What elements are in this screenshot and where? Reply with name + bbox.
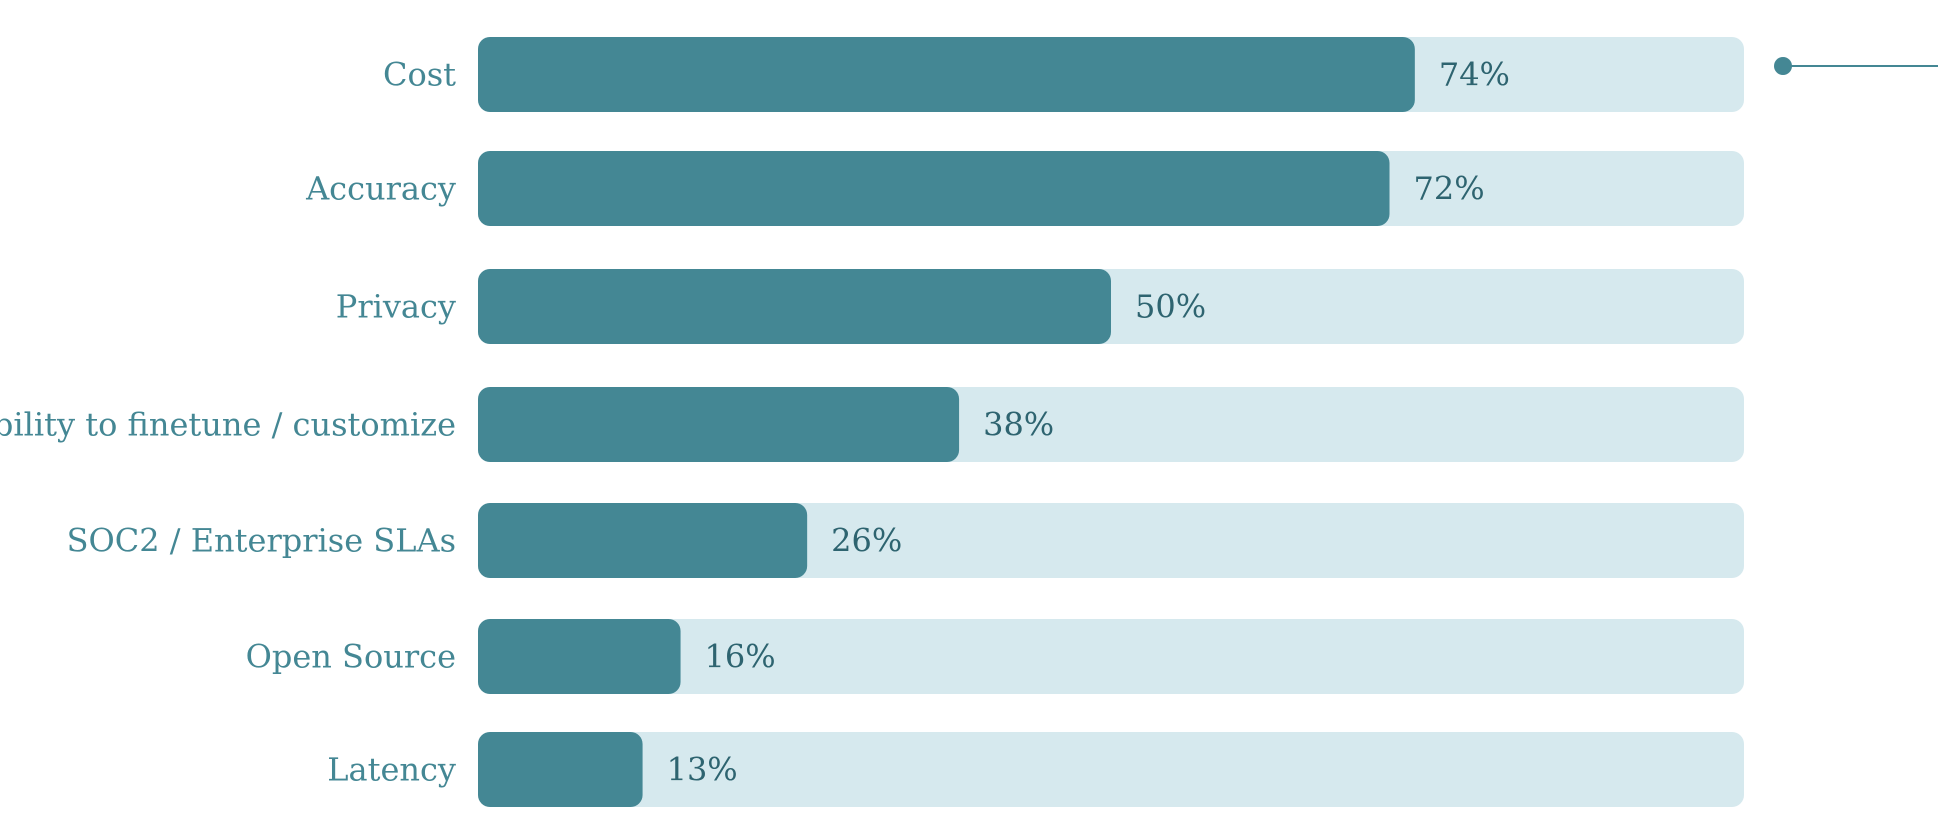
bar-fill	[478, 503, 808, 578]
category-label: Ability to finetune / customize	[0, 406, 456, 444]
bar-fill	[478, 732, 643, 807]
bar-fill	[478, 387, 960, 462]
category-label: SOC2 / Enterprise SLAs	[67, 522, 456, 560]
bar-row: Latency 13%	[327, 732, 1744, 807]
bar-track	[478, 732, 1744, 807]
value-label: 72%	[1414, 170, 1485, 208]
bar-fill	[478, 269, 1111, 344]
bar-row: SOC2 / Enterprise SLAs 26%	[67, 503, 1744, 578]
value-label: 16%	[705, 638, 776, 676]
bar-fill	[478, 151, 1390, 226]
value-label: 38%	[983, 406, 1054, 444]
bar-track	[478, 619, 1744, 694]
callout-connector	[1774, 57, 1938, 75]
bar-row: Accuracy 72%	[305, 151, 1744, 226]
bar-row: Ability to finetune / customize 38%	[0, 387, 1744, 462]
bars-layer: Cost 74% Accuracy 72% Privacy 50% Ability to f…	[0, 37, 1744, 807]
value-label: 74%	[1439, 56, 1510, 94]
value-label: 13%	[667, 751, 738, 789]
bar-fill	[478, 37, 1415, 112]
category-label: Cost	[383, 56, 456, 94]
category-label: Accuracy	[305, 170, 456, 208]
category-label: Privacy	[336, 288, 456, 326]
bar-row: Cost 74%	[383, 37, 1744, 112]
bar-row: Privacy 50%	[336, 269, 1744, 344]
category-label: Latency	[327, 751, 456, 789]
value-label: 50%	[1135, 288, 1206, 326]
category-label: Open Source	[246, 638, 456, 676]
value-label: 26%	[831, 522, 902, 560]
bar-fill	[478, 619, 681, 694]
bar-row: Open Source 16%	[246, 619, 1744, 694]
